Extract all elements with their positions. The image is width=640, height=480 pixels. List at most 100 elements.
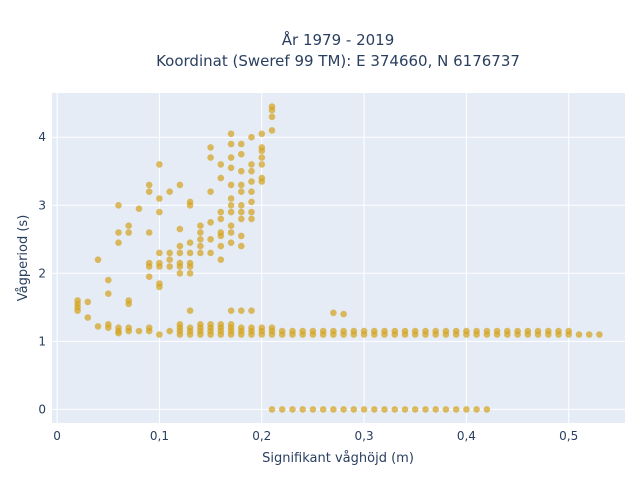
data-point xyxy=(483,327,491,335)
data-point xyxy=(381,327,388,335)
data-point xyxy=(176,259,184,267)
data-point xyxy=(125,222,132,229)
data-point xyxy=(422,406,429,413)
data-point xyxy=(186,324,194,332)
data-point xyxy=(115,239,122,246)
data-point xyxy=(145,324,153,332)
data-point xyxy=(258,130,266,138)
y-axis-title: Vågperiod (s) xyxy=(16,215,31,302)
data-point xyxy=(227,321,235,328)
data-point xyxy=(217,242,225,250)
data-point xyxy=(504,327,511,335)
data-point xyxy=(186,249,194,257)
data-point xyxy=(330,309,337,317)
data-point xyxy=(422,327,429,335)
data-point xyxy=(258,174,266,182)
x-axis-title: Signifikant våghöjd (m) xyxy=(262,451,414,466)
data-point xyxy=(238,167,245,175)
data-point xyxy=(340,310,347,318)
data-point xyxy=(278,406,286,413)
data-point xyxy=(176,242,184,250)
data-point xyxy=(238,202,245,209)
data-point xyxy=(207,321,214,328)
data-point xyxy=(197,236,204,243)
data-point xyxy=(371,327,378,335)
data-point xyxy=(145,188,153,195)
data-point xyxy=(278,327,286,335)
data-point xyxy=(105,321,112,328)
data-point xyxy=(227,307,235,315)
data-point xyxy=(186,307,194,315)
data-point xyxy=(248,133,255,141)
data-point xyxy=(248,161,255,168)
data-point xyxy=(248,167,255,175)
data-point xyxy=(94,256,102,264)
data-point xyxy=(401,406,409,413)
data-point xyxy=(197,229,204,236)
data-point xyxy=(186,239,194,246)
data-point xyxy=(289,406,296,413)
data-point xyxy=(248,198,255,206)
data-point xyxy=(524,327,532,335)
data-point xyxy=(350,327,358,335)
data-point xyxy=(227,202,235,209)
data-point xyxy=(360,406,368,413)
data-point xyxy=(217,229,225,236)
data-point xyxy=(84,314,92,321)
data-point xyxy=(258,161,266,168)
data-point xyxy=(248,307,255,315)
x-tick-label: 0,5 xyxy=(559,429,578,443)
data-point xyxy=(585,331,593,338)
data-point xyxy=(258,154,266,161)
data-point xyxy=(207,144,214,151)
data-point xyxy=(238,215,245,223)
data-point xyxy=(452,406,460,413)
data-point xyxy=(156,280,163,287)
data-point xyxy=(238,208,245,216)
data-point xyxy=(186,270,194,277)
data-point xyxy=(248,324,255,332)
data-point xyxy=(207,249,214,257)
data-point xyxy=(145,273,153,281)
x-tick-label: 0,1 xyxy=(150,429,169,443)
data-point xyxy=(115,324,122,332)
y-tick-label: 1 xyxy=(38,334,46,348)
data-point xyxy=(94,323,102,330)
data-point xyxy=(493,327,501,335)
data-point xyxy=(217,208,225,216)
plot-area xyxy=(52,93,625,423)
data-point xyxy=(545,327,552,335)
data-point xyxy=(350,406,358,413)
data-point xyxy=(145,229,153,236)
data-point xyxy=(238,242,245,250)
y-tick-label: 4 xyxy=(38,130,46,144)
data-point xyxy=(432,327,440,335)
data-point xyxy=(238,232,245,240)
data-point xyxy=(135,205,143,212)
data-point xyxy=(227,195,235,202)
data-point xyxy=(227,140,235,148)
data-point xyxy=(268,406,276,413)
data-point xyxy=(115,229,122,236)
data-point xyxy=(319,327,327,335)
data-point xyxy=(309,406,317,413)
chart-title-line1: År 1979 - 2019 xyxy=(282,30,395,49)
data-point xyxy=(360,327,368,335)
data-point xyxy=(105,276,112,284)
data-point xyxy=(115,202,122,209)
data-point xyxy=(217,321,225,328)
data-point xyxy=(238,188,245,195)
data-point xyxy=(238,181,245,189)
data-point xyxy=(156,161,163,168)
data-point xyxy=(268,103,276,110)
data-point xyxy=(299,406,307,413)
data-point xyxy=(432,406,440,413)
data-point xyxy=(248,208,255,216)
data-point xyxy=(176,270,184,277)
y-tick-label: 3 xyxy=(38,198,46,212)
y-tick-label: 0 xyxy=(38,402,46,416)
data-point xyxy=(227,222,235,229)
data-point xyxy=(391,327,399,335)
data-point xyxy=(145,259,153,267)
data-point xyxy=(207,219,214,226)
